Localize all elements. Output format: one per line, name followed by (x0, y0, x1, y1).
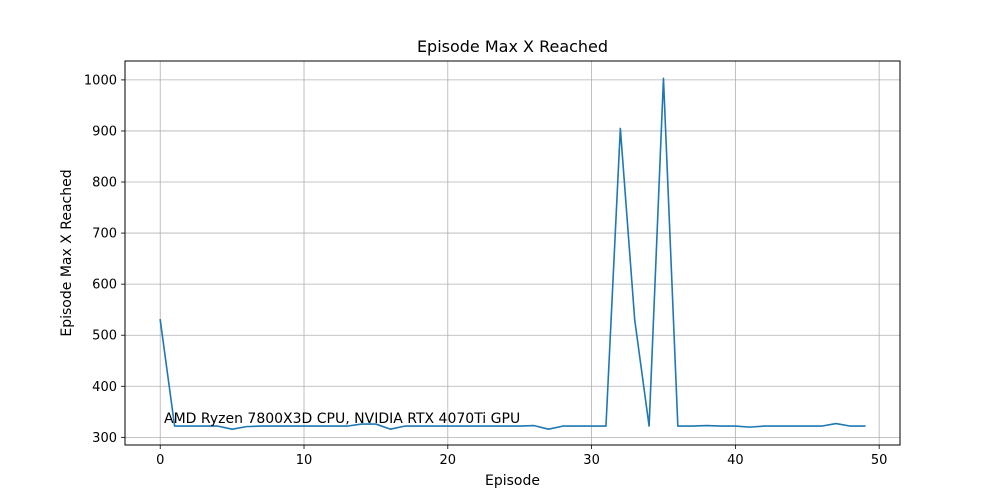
plot-frame (124, 60, 901, 446)
x-tick-label: 20 (440, 453, 457, 468)
x-tick-label: 40 (727, 453, 744, 468)
x-tick-label: 0 (156, 453, 164, 468)
x-tick-label: 50 (871, 453, 888, 468)
x-axis-label: Episode (485, 473, 540, 489)
hardware-annotation: AMD Ryzen 7800X3D CPU, NVIDIA RTX 4070Ti… (164, 411, 520, 427)
y-tick-label: 900 (92, 124, 117, 139)
series-layer (159, 77, 866, 430)
y-tick-label: 800 (92, 176, 117, 191)
y-tick-label: 600 (92, 278, 117, 293)
y-axis-label: Episode Max X Reached (59, 169, 75, 336)
y-tick-label: 300 (92, 431, 117, 446)
tick-layer: 0 10 20 30 40 50 300 400 500 600 700 800 900 1000 (84, 73, 888, 468)
series-line (159, 77, 866, 430)
x-tick-label: 10 (296, 453, 313, 468)
y-tick-label: 400 (92, 380, 117, 395)
grid-lines (125, 61, 900, 445)
chart-title: Episode Max X Reached (417, 37, 608, 56)
y-tick-label: 1000 (84, 73, 117, 88)
y-tick-label: 500 (92, 329, 117, 344)
y-tick-label: 700 (92, 227, 117, 242)
x-tick-label: 30 (583, 453, 600, 468)
